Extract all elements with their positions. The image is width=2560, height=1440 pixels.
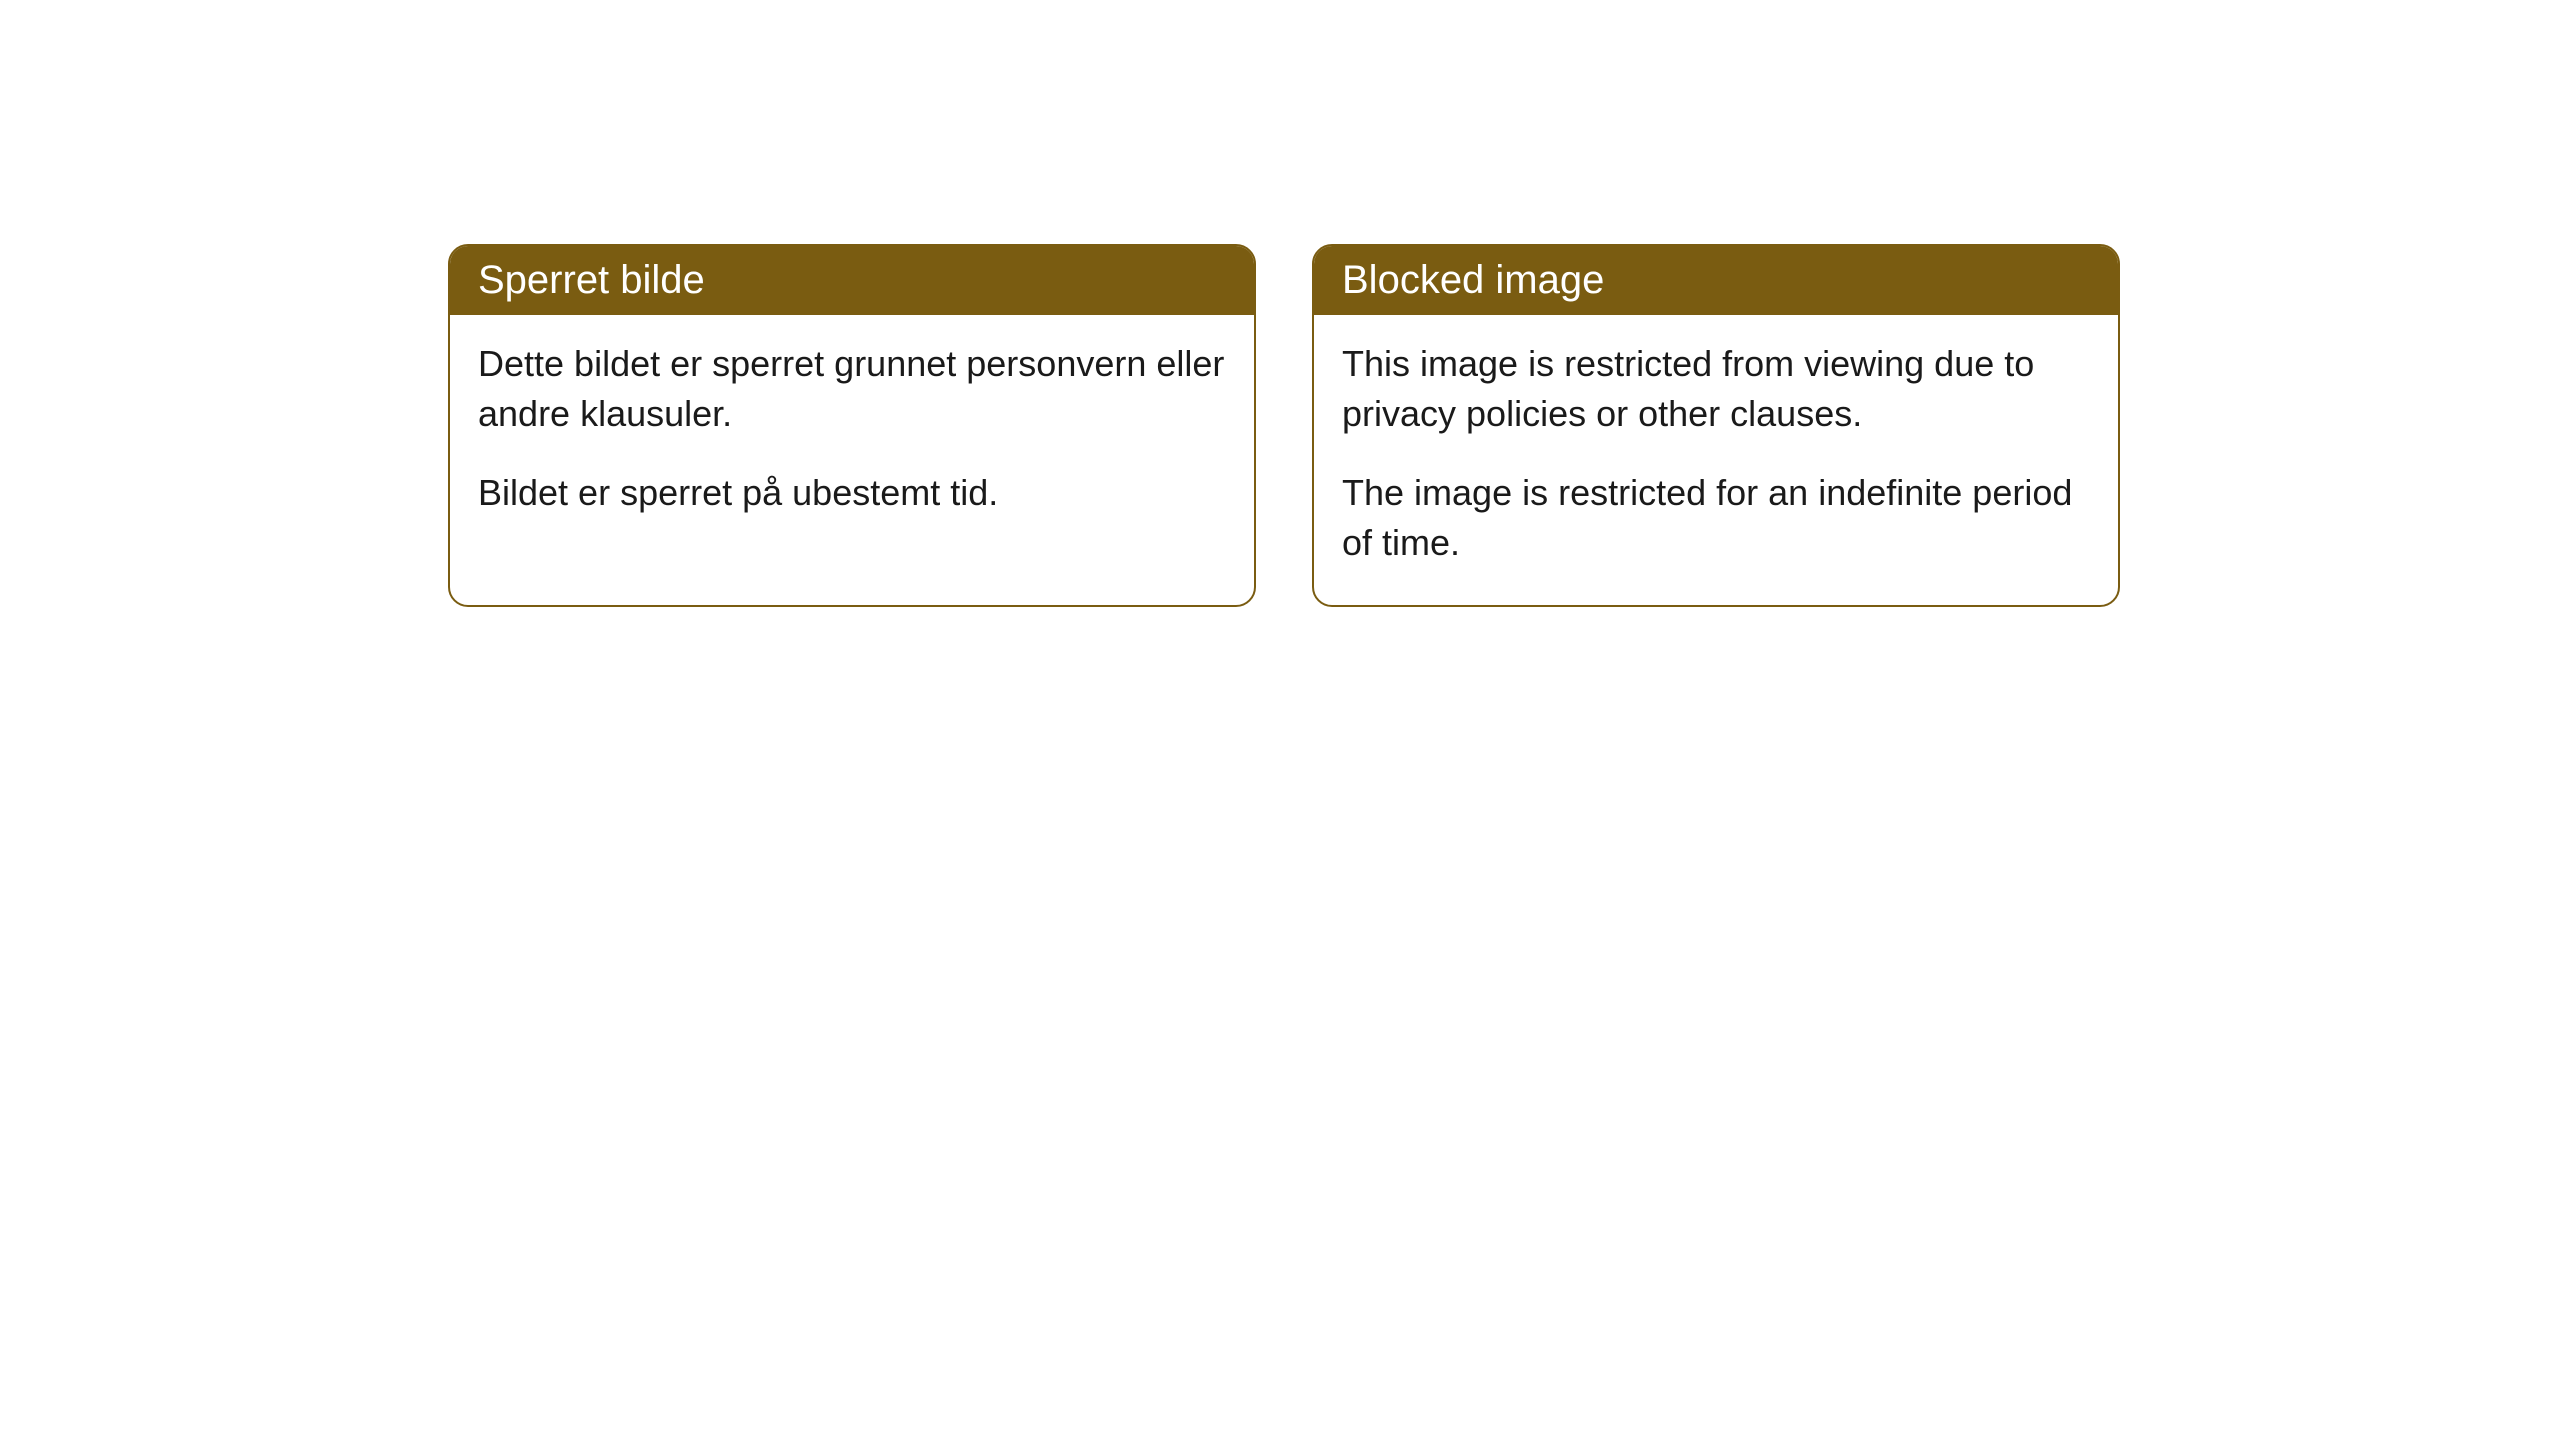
blocked-image-card-english: Blocked image This image is restricted f…: [1312, 244, 2120, 607]
card-header-english: Blocked image: [1314, 246, 2118, 315]
card-title: Sperret bilde: [478, 258, 705, 302]
blocked-image-card-norwegian: Sperret bilde Dette bildet er sperret gr…: [448, 244, 1256, 607]
card-paragraph-2: The image is restricted for an indefinit…: [1342, 468, 2090, 569]
card-paragraph-2: Bildet er sperret på ubestemt tid.: [478, 468, 1226, 518]
card-header-norwegian: Sperret bilde: [450, 246, 1254, 315]
card-paragraph-1: This image is restricted from viewing du…: [1342, 339, 2090, 440]
notice-cards-container: Sperret bilde Dette bildet er sperret gr…: [448, 244, 2120, 607]
card-paragraph-1: Dette bildet er sperret grunnet personve…: [478, 339, 1226, 440]
card-body-english: This image is restricted from viewing du…: [1314, 315, 2118, 605]
card-title: Blocked image: [1342, 258, 1604, 302]
card-body-norwegian: Dette bildet er sperret grunnet personve…: [450, 315, 1254, 554]
